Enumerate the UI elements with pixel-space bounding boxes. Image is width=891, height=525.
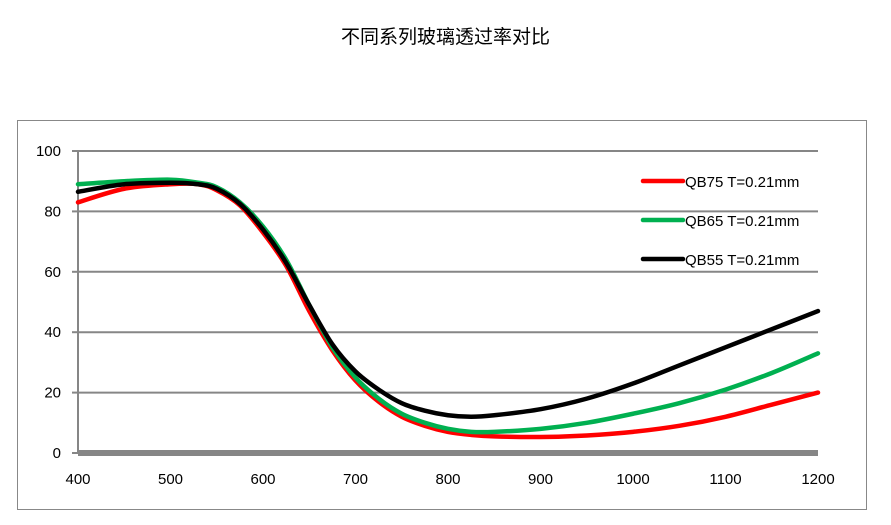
series-line-qb55 [75,180,821,420]
x-tick-label: 1200 [801,471,834,488]
x-tick-label: 1000 [616,471,649,488]
y-tick-label: 80 [44,203,61,220]
legend-label: QB55 T=0.21mm [685,252,799,269]
legend-label: QB65 T=0.21mm [685,213,799,230]
legend-label: QB75 T=0.21mm [685,174,799,191]
x-tick-label: 1100 [709,471,741,488]
x-tick-label: 700 [343,471,368,488]
x-tick-label: 500 [158,471,183,488]
x-tick-label: 600 [250,471,275,488]
chart-title: 不同系列玻璃透过率对比 [340,26,550,48]
y-tick-label: 20 [44,385,61,402]
y-tick-label: 40 [44,324,61,341]
y-tick-label: 0 [53,445,61,462]
x-tick-label: 800 [435,471,460,488]
x-tick-label: 900 [528,471,553,488]
x-tick-label: 400 [65,471,90,488]
chart-frame [17,120,867,510]
y-tick-label: 60 [44,264,61,281]
y-tick-label: 100 [36,143,61,160]
